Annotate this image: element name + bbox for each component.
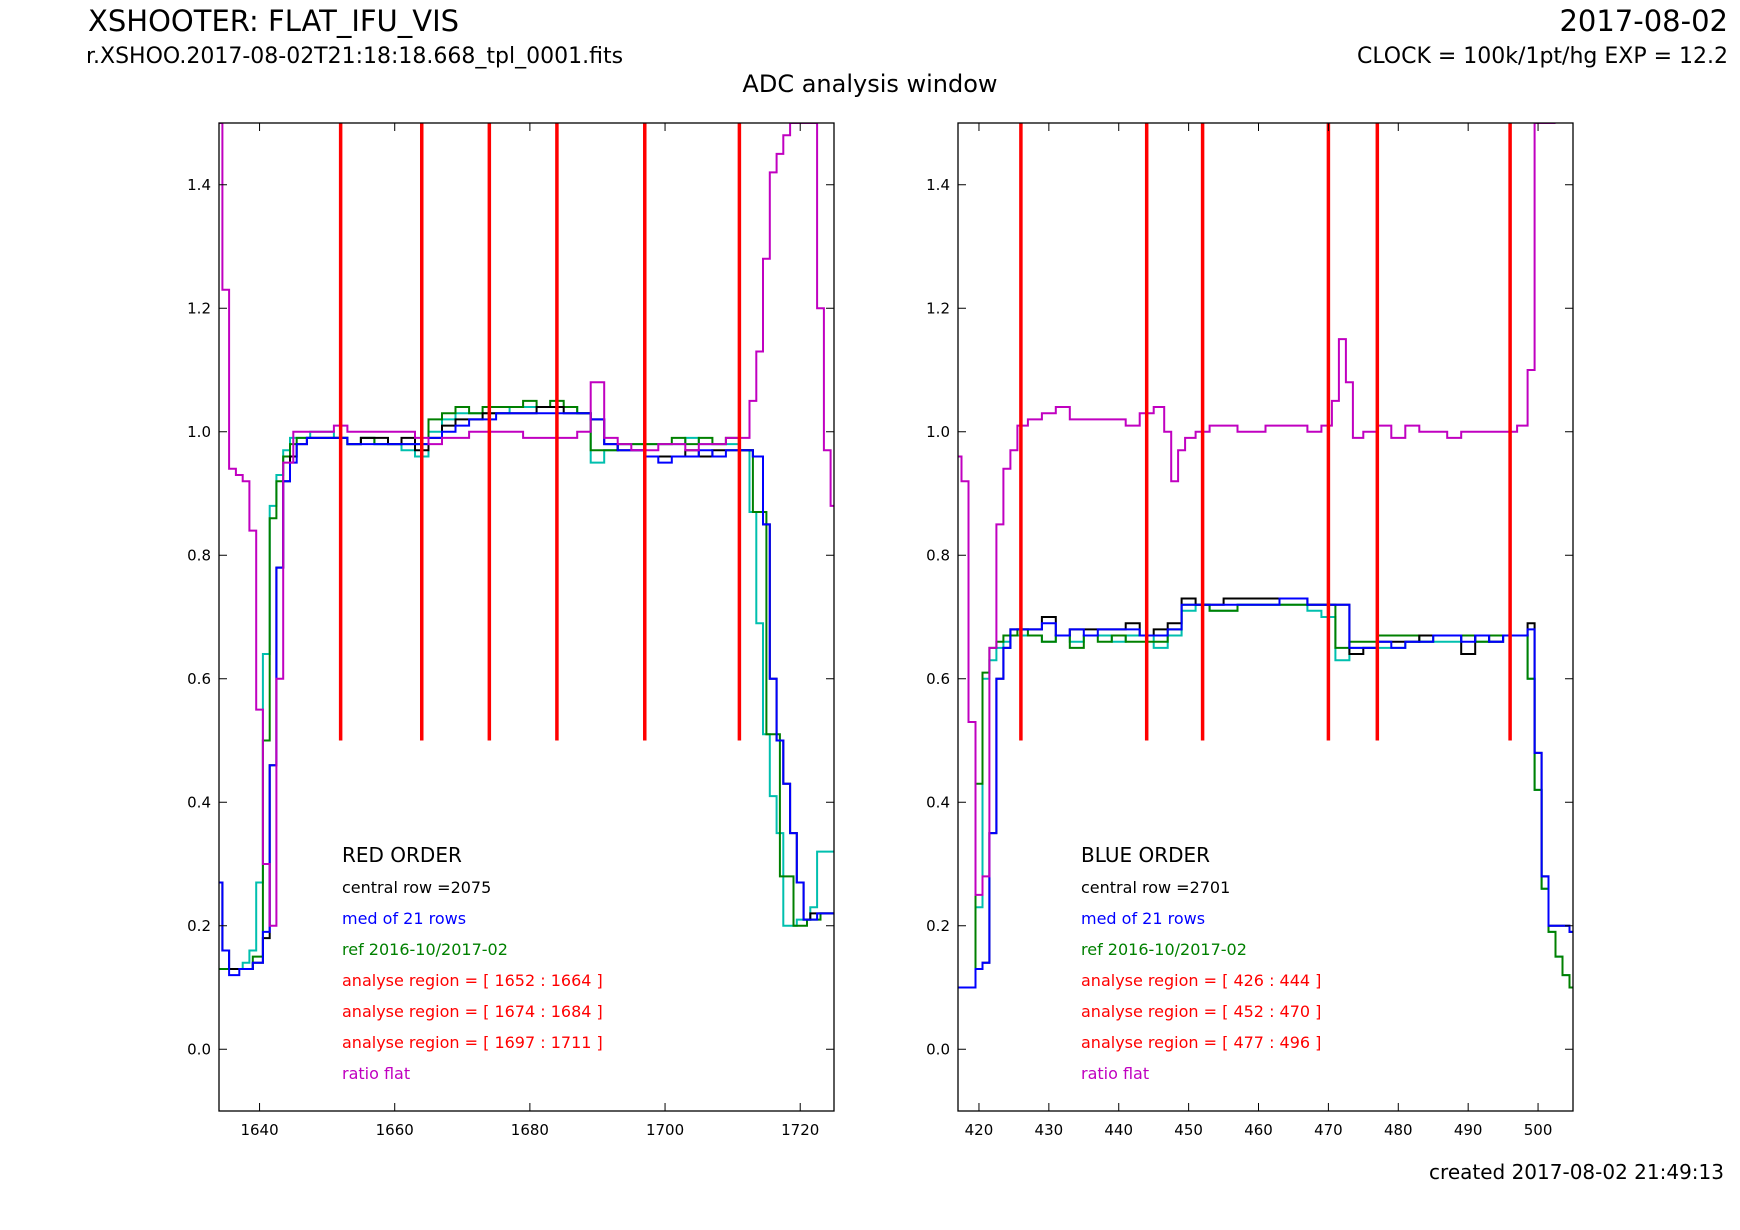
file-name: r.XSHOO.2017-08-02T21:18:18.668_tpl_0001… — [86, 44, 624, 69]
x-tick-label: 1680 — [511, 1121, 549, 1139]
legend-entry: analyse region = [ 1697 : 1711 ] — [342, 1033, 603, 1052]
x-tick-label: 500 — [1524, 1121, 1553, 1139]
y-tick-label: 0.0 — [187, 1040, 211, 1058]
legend-entry: ref 2016-10/2017-02 — [342, 940, 508, 959]
clock-exposure-info: CLOCK = 100k/1pt/hg EXP = 12.2 — [1356, 44, 1728, 69]
y-tick-label: 0.8 — [187, 546, 211, 564]
x-tick-label: 470 — [1314, 1121, 1343, 1139]
window-title: ADC analysis window — [742, 70, 998, 98]
series-line-3 — [958, 597, 1573, 989]
y-tick-label: 1.0 — [187, 423, 211, 441]
series-line-4 — [219, 412, 834, 977]
observation-date: 2017-08-02 — [1559, 4, 1728, 38]
y-tick-label: 0.2 — [926, 917, 950, 935]
y-tick-label: 1.2 — [926, 299, 950, 317]
legend-entry: central row =2075 — [342, 878, 491, 897]
series-line-1 — [958, 603, 1573, 989]
x-tick-label: 420 — [965, 1121, 994, 1139]
series-line-4 — [958, 597, 1573, 989]
legend-entry: central row =2701 — [1081, 878, 1230, 897]
legend-entry: analyse region = [ 426 : 444 ] — [1081, 971, 1321, 990]
legend-entry: analyse region = [ 477 : 496 ] — [1081, 1033, 1321, 1052]
x-tick-label: 1640 — [240, 1121, 278, 1139]
panel-legend-title: RED ORDER — [342, 843, 462, 867]
y-tick-label: 0.8 — [926, 546, 950, 564]
y-tick-label: 0.0 — [926, 1040, 950, 1058]
plot-area — [958, 123, 1573, 989]
panel-legend-title: BLUE ORDER — [1081, 843, 1210, 867]
series-line-1 — [219, 406, 834, 970]
x-tick-label: 450 — [1174, 1121, 1203, 1139]
x-tick-label: 480 — [1384, 1121, 1413, 1139]
y-tick-label: 0.6 — [926, 670, 950, 688]
y-tick-label: 1.4 — [926, 176, 950, 194]
y-tick-label: 1.4 — [187, 176, 211, 194]
legend-entry: analyse region = [ 1652 : 1664 ] — [342, 971, 603, 990]
x-tick-label: 490 — [1454, 1121, 1483, 1139]
y-tick-label: 0.6 — [187, 670, 211, 688]
plot-frame — [957, 122, 1574, 1112]
legend-entry: analyse region = [ 452 : 470 ] — [1081, 1002, 1321, 1021]
legend-entry: analyse region = [ 1674 : 1684 ] — [342, 1002, 603, 1021]
x-tick-label: 1700 — [646, 1121, 684, 1139]
y-tick-label: 1.2 — [187, 299, 211, 317]
figure-title: XSHOOTER: FLAT_IFU_VIS — [88, 4, 460, 38]
plot-frame — [218, 122, 835, 1112]
x-tick-label: 430 — [1035, 1121, 1064, 1139]
chart-panel-1: 0.0 0.2 0.4 0.6 0.8 1.0 1.2 1.4 1640 1660 1680 1700… — [187, 122, 835, 1139]
legend-entry: med of 21 rows — [1081, 909, 1205, 928]
series-line-2 — [958, 603, 1573, 989]
y-tick-label: 0.4 — [187, 793, 211, 811]
y-tick-label: 0.4 — [926, 793, 950, 811]
series-line-3 — [219, 406, 834, 970]
series-line-2 — [219, 399, 834, 970]
legend-entry: ratio flat — [1081, 1064, 1149, 1083]
series-line-5 — [958, 123, 1556, 896]
legend-entry: ref 2016-10/2017-02 — [1081, 940, 1247, 959]
plot-area — [219, 123, 834, 977]
x-tick-label: 460 — [1244, 1121, 1273, 1139]
legend-entry: ratio flat — [342, 1064, 410, 1083]
legend-entry: med of 21 rows — [342, 909, 466, 928]
y-tick-label: 1.0 — [926, 423, 950, 441]
series-line-5 — [219, 123, 834, 927]
chart-panel-2: 0.0 0.2 0.4 0.6 0.8 1.0 1.2 1.4 420 430 440 450 460 4… — [926, 122, 1574, 1139]
x-tick-label: 1660 — [376, 1121, 414, 1139]
x-tick-label: 1720 — [781, 1121, 819, 1139]
created-timestamp: created 2017-08-02 21:49:13 — [1429, 1160, 1724, 1184]
y-tick-label: 0.2 — [187, 917, 211, 935]
x-tick-label: 440 — [1104, 1121, 1133, 1139]
